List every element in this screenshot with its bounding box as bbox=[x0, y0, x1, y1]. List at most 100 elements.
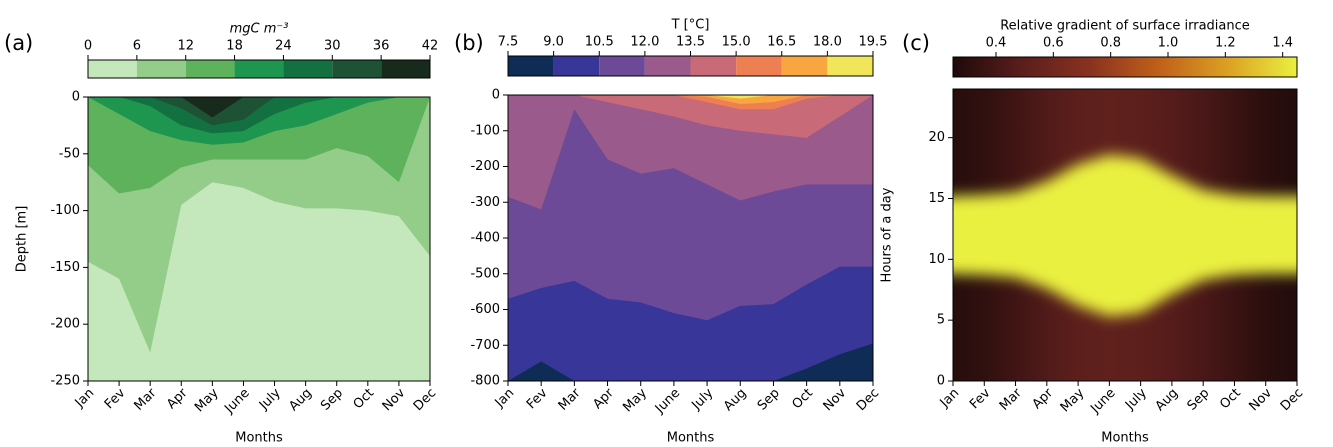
panel-label: (b) bbox=[454, 31, 484, 55]
plot-frame bbox=[87, 96, 431, 382]
colorbar-segment bbox=[332, 60, 382, 78]
x-tick-label: Aug bbox=[286, 386, 315, 415]
x-tick-label: June bbox=[221, 386, 252, 417]
colorbar-segment bbox=[185, 60, 235, 78]
colorbar-tick-label: 1.0 bbox=[1158, 36, 1179, 51]
colorbar-segment bbox=[599, 56, 645, 76]
x-tick-label: Dec bbox=[1278, 386, 1306, 414]
colorbar-tick-label: 1.2 bbox=[1215, 36, 1236, 51]
y-tick-label: 0 bbox=[937, 374, 945, 389]
x-tick-label: Jan bbox=[72, 386, 97, 411]
y-tick-label: -200 bbox=[50, 317, 80, 332]
y-tick-label: -250 bbox=[50, 374, 80, 389]
x-tick-label: Apr bbox=[1030, 385, 1057, 412]
colorbar-segment bbox=[381, 60, 430, 78]
colorbar-tick-label: 36 bbox=[373, 39, 390, 54]
x-tick-label: July bbox=[256, 385, 284, 413]
colorbar-label: T [°C] bbox=[671, 18, 710, 33]
y-tick-label: -100 bbox=[470, 123, 500, 138]
x-tick-label: May bbox=[620, 385, 650, 415]
y-axis-label: Hours of a day bbox=[880, 187, 895, 282]
colorbar-segment bbox=[283, 60, 333, 78]
contour-region bbox=[508, 95, 873, 104]
colorbar-segment bbox=[508, 56, 554, 76]
x-tick-label: Mar bbox=[132, 385, 160, 413]
colorbar-segment bbox=[690, 56, 737, 76]
colorbar-tick-label: 12 bbox=[177, 39, 194, 54]
colorbar-tick-label: 18 bbox=[226, 39, 243, 54]
y-tick-label: -400 bbox=[470, 231, 500, 246]
colorbar-label: mgC m⁻³ bbox=[230, 22, 289, 37]
colorbar-segment bbox=[736, 56, 782, 76]
colorbar-frame bbox=[507, 55, 874, 77]
x-tick-label: Mar bbox=[997, 385, 1025, 413]
y-tick-label: 20 bbox=[928, 130, 945, 145]
x-tick-label: Fev bbox=[102, 385, 129, 412]
x-tick-label: May bbox=[192, 385, 222, 415]
colorbar-tick-label: 13.5 bbox=[676, 35, 705, 50]
colorbar-tick-label: 0.8 bbox=[1100, 36, 1121, 51]
colorbar-segment bbox=[553, 56, 600, 76]
x-tick-label: Fev bbox=[524, 385, 551, 412]
x-tick-label: Sep bbox=[1185, 386, 1213, 414]
y-tick-label: 5 bbox=[937, 313, 945, 328]
colorbar bbox=[953, 57, 1297, 77]
x-tick-label: Nov bbox=[821, 385, 850, 414]
panel-label: (c) bbox=[902, 31, 930, 55]
x-tick-label: Sep bbox=[318, 386, 346, 414]
colorbar-segment bbox=[644, 56, 691, 76]
colorbar-tick-label: 7.5 bbox=[498, 35, 519, 50]
colorbar-tick-label: 1.4 bbox=[1272, 36, 1293, 51]
x-tick-label: Dec bbox=[411, 386, 439, 414]
y-tick-label: -600 bbox=[470, 302, 500, 317]
colorbar-tick-label: 16.5 bbox=[767, 35, 796, 50]
y-tick-label: -800 bbox=[470, 374, 500, 389]
irradiance-band bbox=[953, 154, 1297, 317]
x-tick-label: July bbox=[689, 385, 717, 413]
x-axis-label: Months bbox=[667, 431, 715, 446]
x-tick-label: Sep bbox=[755, 386, 783, 414]
colorbar-label: Relative gradient of surface irradiance bbox=[1000, 19, 1250, 34]
y-tick-label: 0 bbox=[492, 88, 500, 103]
colorbar-tick-label: 42 bbox=[422, 39, 439, 54]
x-tick-label: Nov bbox=[380, 385, 409, 414]
y-tick-label: -200 bbox=[470, 159, 500, 174]
x-tick-label: June bbox=[1087, 386, 1118, 417]
colorbar-tick-label: 0 bbox=[84, 39, 92, 54]
colorbar-tick-label: 10.5 bbox=[585, 35, 614, 50]
colorbar-frame bbox=[87, 59, 431, 79]
colorbar-segment bbox=[88, 60, 137, 78]
y-tick-label: -500 bbox=[470, 266, 500, 281]
x-tick-label: July bbox=[1122, 385, 1150, 413]
y-tick-label: 10 bbox=[928, 252, 945, 267]
y-tick-label: -50 bbox=[59, 146, 80, 161]
colorbar-segment bbox=[136, 60, 186, 78]
x-tick-label: Apr bbox=[590, 385, 617, 412]
y-tick-label: 0 bbox=[72, 90, 80, 105]
x-tick-label: Jan bbox=[492, 386, 517, 411]
colorbar-tick-label: 6 bbox=[133, 39, 141, 54]
colorbar-frame bbox=[952, 56, 1298, 78]
panel-label: (a) bbox=[4, 31, 33, 55]
colorbar-tick-label: 18.0 bbox=[813, 35, 842, 50]
y-tick-label: -300 bbox=[470, 195, 500, 210]
x-axis-label: Months bbox=[235, 431, 283, 446]
colorbar-tick-label: 0.6 bbox=[1043, 36, 1064, 51]
x-tick-label: Dec bbox=[854, 386, 882, 414]
plot-frame bbox=[952, 88, 1298, 382]
x-tick-label: Mar bbox=[556, 385, 584, 413]
x-tick-label: Aug bbox=[721, 386, 750, 415]
x-tick-label: June bbox=[652, 386, 683, 417]
colorbar-tick-label: 9.0 bbox=[543, 35, 564, 50]
colorbar-tick-label: 30 bbox=[324, 39, 341, 54]
y-tick-label: -150 bbox=[50, 260, 80, 275]
x-tick-label: Jan bbox=[937, 386, 962, 411]
colorbar-segment bbox=[234, 60, 284, 78]
x-tick-label: Oct bbox=[1217, 386, 1244, 413]
colorbar-segment bbox=[781, 56, 828, 76]
x-tick-label: Oct bbox=[789, 386, 816, 413]
colorbar-tick-label: 15.0 bbox=[722, 35, 751, 50]
x-tick-label: Aug bbox=[1153, 386, 1182, 415]
y-tick-label: -100 bbox=[50, 203, 80, 218]
